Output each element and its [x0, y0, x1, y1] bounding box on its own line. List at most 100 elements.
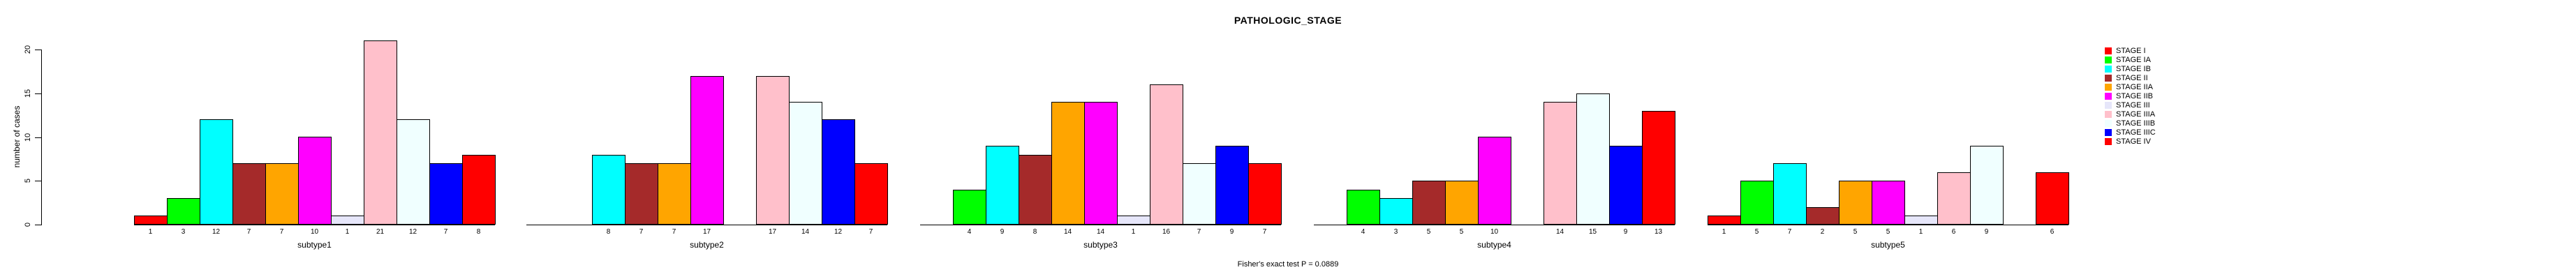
legend-swatch — [2105, 66, 2112, 73]
legend-label: STAGE IV — [2116, 137, 2151, 146]
bar-subtype3-stage-iii — [1117, 216, 1150, 225]
chart-title: PATHOLOGIC_STAGE — [1234, 15, 1342, 26]
bar-subtype5-stage-iii — [1904, 216, 1938, 225]
bar-value-label: 14 — [1096, 228, 1105, 236]
bar-subtype5-stage-iv — [2036, 172, 2069, 225]
legend-label: STAGE III — [2116, 101, 2150, 110]
legend-label: STAGE IB — [2116, 65, 2151, 73]
bar-subtype3-stage-iv — [1248, 163, 1282, 225]
bar-value-label: 15 — [1588, 228, 1597, 236]
legend-swatch — [2105, 138, 2112, 145]
bar-value-label: 1 — [345, 228, 350, 236]
bar-value-label: 7 — [868, 228, 873, 236]
bar-value-label: 5 — [1459, 228, 1464, 236]
group-label-subtype1: subtype1 — [297, 240, 332, 250]
bar-subtype4-stage-iv — [1642, 111, 1675, 225]
bar-value-label: 9 — [1000, 228, 1005, 236]
bar-value-label: 17 — [702, 228, 711, 236]
bar-subtype5-stage-iiia — [1937, 172, 1971, 225]
bar-subtype2-stage-iiia — [756, 76, 790, 225]
legend-swatch — [2105, 111, 2112, 118]
bar-subtype1-stage-iiia — [364, 40, 397, 225]
bar-subtype1-stage-iv — [462, 155, 496, 225]
bar-subtype1-stage-iib — [298, 137, 332, 225]
bar-value-label: 8 — [606, 228, 611, 236]
legend-swatch — [2105, 102, 2112, 109]
bar-subtype4-stage-iiic — [1609, 146, 1643, 225]
bar-value-label: 12 — [212, 228, 221, 236]
bar-value-label: 6 — [2050, 228, 2055, 236]
bar-value-label: 6 — [1951, 228, 1956, 236]
bar-value-label: 7 — [672, 228, 676, 236]
bar-value-label: 1 — [1722, 228, 1726, 236]
bar-subtype1-stage-ia — [167, 198, 200, 225]
bar-value-label: 9 — [1984, 228, 1989, 236]
legend-swatch — [2105, 56, 2112, 63]
bar-value-label: 4 — [967, 228, 972, 236]
bar-subtype2-stage-iib — [690, 76, 724, 225]
bar-value-label: 7 — [639, 228, 644, 236]
bar-value-label: 5 — [1853, 228, 1858, 236]
bar-subtype3-stage-iiia — [1150, 84, 1183, 225]
legend-label: STAGE II — [2116, 74, 2148, 82]
bar-value-label: 7 — [279, 228, 284, 236]
bar-value-label: 12 — [834, 228, 843, 236]
bar-value-label: 5 — [1426, 228, 1431, 236]
fisher-test-annotation: Fisher's exact test P = 0.0889 — [1237, 260, 1339, 269]
bar-value-label: 9 — [1623, 228, 1628, 236]
bar-subtype1-stage-ii — [232, 163, 266, 225]
bar-subtype3-stage-ib — [986, 146, 1019, 225]
bar-value-label: 14 — [1063, 228, 1072, 236]
group-label-subtype5: subtype5 — [1871, 240, 1905, 250]
bar-subtype3-stage-iia — [1051, 102, 1085, 225]
bar-value-label: 13 — [1654, 228, 1663, 236]
legend-label: STAGE IIIA — [2116, 110, 2156, 119]
bar-value-label: 10 — [1490, 228, 1499, 236]
legend-swatch — [2105, 129, 2112, 136]
legend-swatch — [2105, 84, 2112, 91]
bar-subtype2-stage-iiic — [822, 119, 855, 225]
bar-subtype3-stage-iiic — [1215, 146, 1249, 225]
bar-subtype5-stage-ii — [1806, 207, 1840, 225]
bar-subtype1-stage-i — [134, 216, 168, 225]
bar-value-label: 5 — [1754, 228, 1759, 236]
legend-swatch — [2105, 75, 2112, 82]
bar-value-label: 3 — [181, 228, 186, 236]
bar-subtype3-stage-ia — [953, 190, 986, 225]
bar-subtype4-stage-ia — [1347, 190, 1380, 225]
bar-subtype2-stage-iiib — [789, 102, 822, 225]
bar-value-label: 9 — [1229, 228, 1234, 236]
bar-subtype3-stage-iiib — [1183, 163, 1216, 225]
bar-subtype4-stage-ib — [1379, 198, 1413, 225]
group-label-subtype3: subtype3 — [1083, 240, 1118, 250]
bar-value-label: 7 — [1197, 228, 1201, 236]
bar-value-label: 21 — [376, 228, 385, 236]
bar-subtype2-stage-iv — [854, 163, 888, 225]
bar-subtype2-stage-iia — [658, 163, 691, 225]
bar-value-label: 10 — [310, 228, 319, 236]
legend-swatch — [2105, 47, 2112, 54]
bar-value-label: 8 — [476, 228, 481, 236]
bar-subtype1-stage-ib — [200, 119, 233, 225]
bar-subtype4-stage-iia — [1445, 181, 1479, 225]
bar-value-label: 7 — [1262, 228, 1267, 236]
y-axis-tick — [35, 93, 41, 94]
bar-value-label: 7 — [246, 228, 251, 236]
bar-subtype5-stage-iib — [1872, 181, 1905, 225]
bar-subtype1-stage-iiib — [397, 119, 430, 225]
bar-value-label: 12 — [408, 228, 417, 236]
y-axis-tick-label: 5 — [24, 178, 32, 183]
legend-label: STAGE I — [2116, 47, 2146, 55]
bar-value-label: 16 — [1162, 228, 1171, 236]
bar-subtype5-stage-ia — [1740, 181, 1774, 225]
y-axis-tick-label: 10 — [24, 133, 32, 142]
legend-label: STAGE IIA — [2116, 83, 2153, 91]
legend-label: STAGE IIB — [2116, 92, 2153, 100]
bar-subtype1-stage-iia — [265, 163, 299, 225]
bar-subtype4-stage-ii — [1412, 181, 1446, 225]
bar-subtype3-stage-ii — [1019, 155, 1052, 225]
legend-label: STAGE IIIC — [2116, 128, 2156, 137]
bar-subtype5-stage-iia — [1839, 181, 1872, 225]
bar-value-label: 1 — [1918, 228, 1923, 236]
bar-value-label: 14 — [801, 228, 810, 236]
